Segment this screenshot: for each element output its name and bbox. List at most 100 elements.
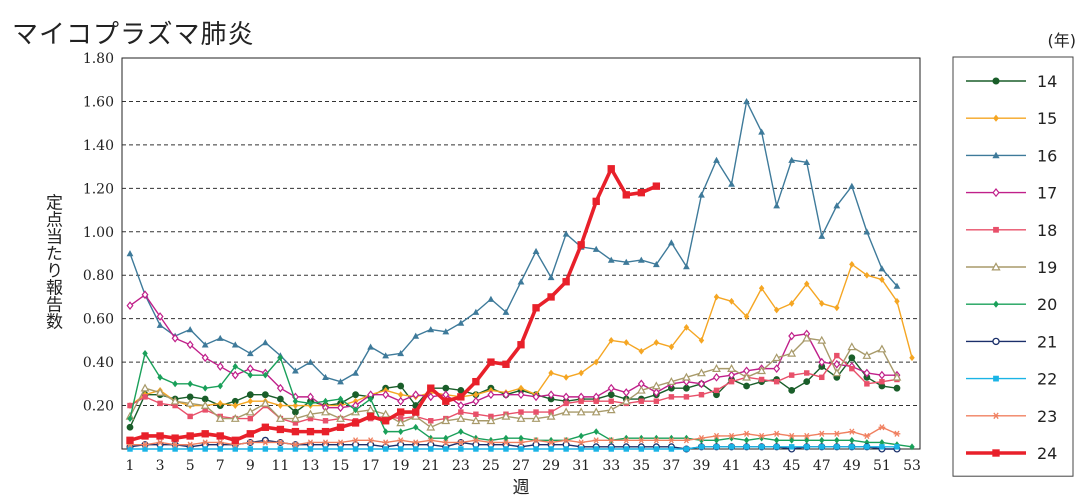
data-point [185, 398, 195, 407]
x-tick-label: 5 [186, 458, 195, 474]
data-point [292, 446, 299, 452]
data-point [473, 434, 479, 442]
legend-title: (年) [1048, 31, 1077, 50]
data-point [743, 444, 750, 450]
series-layer [125, 98, 915, 453]
data-point [803, 378, 811, 386]
data-point [773, 364, 781, 373]
data-point [877, 344, 887, 353]
data-point [773, 378, 780, 385]
y-tick-label: 0.20 [83, 399, 114, 415]
data-point [593, 446, 599, 452]
data-point [532, 247, 540, 255]
data-point [171, 441, 179, 448]
legend-label: 24 [1037, 444, 1057, 463]
data-point [712, 363, 721, 372]
data-point [638, 398, 645, 404]
data-point [307, 358, 314, 365]
data-point [803, 158, 811, 165]
data-point [667, 437, 675, 444]
data-point [442, 384, 450, 392]
data-point [683, 437, 690, 444]
data-point [126, 423, 134, 431]
data-point [819, 300, 825, 307]
data-point [247, 446, 254, 452]
data-point [292, 402, 299, 409]
data-point [592, 437, 600, 444]
legend-label: 15 [1037, 109, 1057, 128]
x-tick-label: 37 [662, 458, 680, 474]
data-point [200, 400, 210, 409]
data-point [276, 439, 284, 446]
data-point [307, 399, 314, 407]
data-point [157, 400, 163, 407]
data-point [322, 418, 329, 424]
x-axis-label: 週 [513, 478, 530, 498]
data-point [170, 396, 180, 405]
data-point [442, 439, 450, 446]
x-tick-label: 31 [572, 458, 590, 474]
data-point [352, 406, 359, 414]
data-point [337, 439, 344, 446]
data-point [502, 390, 510, 400]
x-tick-label: 47 [813, 458, 831, 474]
data-point [518, 409, 524, 415]
x-tick-label: 13 [302, 458, 320, 474]
data-point [713, 156, 720, 163]
data-point [352, 437, 359, 444]
data-point [202, 446, 208, 452]
data-point [396, 418, 406, 427]
x-tick-label: 23 [452, 458, 470, 474]
data-point [773, 430, 781, 437]
data-point [698, 391, 705, 398]
data-point [276, 425, 285, 434]
data-point [381, 409, 391, 418]
legend-marker [992, 188, 1000, 198]
data-point [217, 382, 223, 390]
data-point [230, 413, 240, 422]
data-point [127, 446, 133, 452]
data-point [487, 390, 495, 400]
x-tick-label: 29 [542, 458, 560, 474]
data-point [728, 378, 735, 385]
legend-label: 19 [1037, 258, 1057, 277]
data-point [292, 420, 299, 426]
data-point [817, 335, 827, 344]
data-point [275, 413, 285, 422]
data-point [668, 394, 675, 400]
data-point [847, 342, 857, 351]
data-point [307, 415, 314, 422]
data-point [683, 446, 690, 452]
data-point [548, 446, 554, 452]
x-tick-label: 45 [783, 458, 801, 474]
data-point [606, 405, 616, 414]
data-point [637, 188, 645, 197]
data-point [727, 363, 736, 372]
data-point [653, 398, 660, 404]
data-point [638, 347, 645, 355]
data-point [201, 341, 209, 348]
legend-label: 22 [1037, 370, 1057, 389]
data-point [172, 380, 178, 388]
data-point [426, 422, 436, 431]
data-point [187, 446, 193, 452]
data-point [592, 245, 600, 252]
data-point [864, 444, 870, 450]
data-point [247, 397, 254, 405]
x-tick-label: 39 [693, 458, 711, 474]
data-point [156, 432, 164, 440]
data-point [713, 432, 720, 440]
y-axis-label: 定点当たり報告数 [42, 193, 63, 329]
data-point [563, 373, 569, 381]
x-tick-label: 11 [271, 458, 289, 474]
data-point [818, 232, 826, 239]
series-16 [126, 98, 901, 385]
data-point [487, 358, 495, 366]
data-point [262, 446, 269, 452]
legend-marker [993, 300, 999, 308]
data-point [202, 407, 208, 413]
data-point [457, 393, 465, 401]
data-point [126, 436, 134, 444]
data-point [532, 304, 540, 312]
data-point [833, 202, 841, 209]
